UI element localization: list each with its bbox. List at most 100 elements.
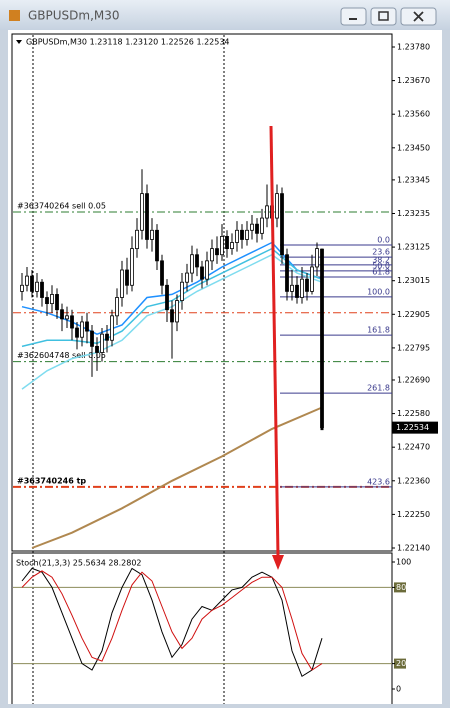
candle-body [230, 242, 234, 250]
candle-body [225, 236, 229, 250]
fibo-label: 261.8 [367, 384, 390, 393]
candle-body [20, 284, 24, 292]
candle-body [135, 229, 139, 250]
candle-body [175, 300, 179, 323]
candle-body [190, 254, 194, 274]
fibo-label: 50.0 [372, 261, 390, 270]
candle-body [65, 315, 69, 320]
level-box [394, 582, 406, 593]
y-tick-label: 1.22795 [397, 343, 430, 352]
fibo-label: 0.0 [377, 235, 390, 244]
y-tick-label: 1.22690 [397, 375, 430, 384]
annotation-arrow [269, 125, 280, 557]
indicator-frame [11, 552, 393, 708]
candle-body [255, 223, 259, 234]
minimize-button[interactable] [340, 7, 367, 26]
y-tick-label: 1.22360 [397, 476, 430, 485]
candle-body [25, 275, 29, 286]
y-tick-label: 1.23450 [397, 143, 430, 152]
candle-body [250, 223, 254, 231]
fibo-label: 38.2 [372, 255, 390, 264]
candle-body [80, 321, 84, 338]
candle-body [130, 248, 134, 286]
candle-body [105, 333, 109, 341]
candle-body [45, 297, 49, 305]
window-buttons[interactable] [340, 7, 437, 26]
candle-body [70, 315, 74, 329]
indicator-tick-label: 20 [396, 659, 406, 668]
y-tick-label: 1.23125 [397, 243, 430, 252]
candle-body [35, 281, 39, 292]
candle-body [295, 284, 299, 298]
header-marker [16, 40, 22, 44]
candle-body [145, 193, 149, 240]
candle-body [55, 294, 59, 311]
candle-body [310, 266, 314, 292]
candle-body [215, 248, 219, 256]
chart-area [8, 30, 442, 704]
candle-body [290, 284, 294, 292]
candle-body [285, 254, 289, 292]
fibo-label: 61.8 [372, 268, 390, 277]
candle-body [115, 297, 119, 317]
order-label: #363740264 sell 0.05 [17, 201, 106, 210]
candle-body [50, 294, 54, 305]
maximize-button[interactable] [370, 7, 397, 26]
candle-body [75, 327, 79, 338]
y-tick-label: 1.23670 [397, 76, 430, 85]
fibo-label: 23.6 [372, 248, 390, 257]
candle-body [260, 217, 264, 234]
y-tick-label: 1.23560 [397, 110, 430, 119]
line-series [31, 406, 323, 549]
candle-body [165, 284, 169, 311]
candle-body [245, 229, 249, 240]
candle-body [170, 309, 174, 323]
fibo-label: 100.0 [367, 287, 390, 296]
candle-body [265, 205, 269, 219]
y-tick-label: 1.23015 [397, 276, 430, 285]
candle-body [155, 229, 159, 262]
chart-header: GBPUSDm,M30 1.23118 1.23120 1.22526 1.22… [26, 38, 230, 47]
candle-body [95, 345, 99, 353]
y-tick-label: 1.22905 [397, 310, 430, 319]
candle-body [185, 272, 189, 283]
candle-body [120, 269, 124, 298]
candle-body [235, 229, 239, 243]
window-title: GBPUSDm,M30 [28, 9, 120, 23]
y-tick-label: 1.23780 [397, 43, 430, 52]
window-icon [9, 10, 20, 21]
candle-body [195, 254, 199, 268]
candle-body [200, 266, 204, 280]
level-box [394, 658, 406, 669]
candle-body [240, 229, 244, 240]
candle-body [150, 229, 154, 240]
candle-body [275, 193, 279, 219]
candle-body [90, 330, 94, 347]
line-series [21, 570, 323, 671]
candle-body [125, 269, 129, 286]
candle-body [315, 248, 319, 268]
candle-body [220, 236, 224, 256]
price-marker-label: 1.22534 [396, 423, 429, 432]
candle-body [160, 260, 164, 286]
order-label: #363740246 tp [17, 476, 86, 485]
y-tick-label: 1.22580 [397, 409, 430, 418]
y-tick-label: 1.22250 [397, 510, 430, 519]
y-tick-label: 1.23235 [397, 209, 430, 218]
candle-body [280, 193, 284, 256]
indicator-title: Stoch(21,3,3) 25.5634 28.2802 [16, 559, 142, 568]
candle-body [100, 333, 104, 353]
order-label: #362604748 sell 0.05 [17, 351, 106, 360]
candle-body [305, 278, 309, 292]
candle-body [110, 315, 114, 341]
candle-body [180, 281, 184, 301]
candle-body [210, 248, 214, 262]
fibo-label: 161.8 [367, 326, 390, 335]
candle-body [300, 278, 304, 298]
candle-body [40, 281, 44, 298]
candle-body [60, 309, 64, 320]
indicator-tick-label: 80 [396, 583, 406, 592]
price-marker-box [392, 421, 438, 434]
